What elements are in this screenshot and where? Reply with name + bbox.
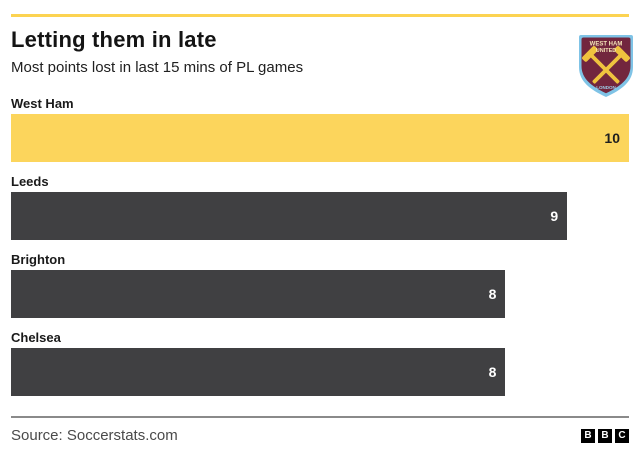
bbc-block-letter: C xyxy=(615,428,629,443)
top-accent-line xyxy=(11,14,629,17)
bar: 8 xyxy=(11,270,506,318)
chart-title: Letting them in late xyxy=(11,27,217,52)
bar-row: Brighton 8 xyxy=(11,252,629,318)
bar: 10 xyxy=(11,114,629,162)
bar-row: Leeds 9 xyxy=(11,174,629,240)
bar-category-label: Leeds xyxy=(11,174,49,189)
footer-divider xyxy=(11,416,629,418)
source-text: Source: Soccerstats.com xyxy=(11,427,178,444)
bar-category-label: Brighton xyxy=(11,252,66,267)
bar: 8 xyxy=(11,348,506,396)
crest-text-united: UNITED xyxy=(596,48,617,54)
bar-value-label: 10 xyxy=(604,130,620,146)
chart-card: Letting them in late Most points lost in… xyxy=(0,14,640,462)
bar-row: Chelsea 8 xyxy=(11,330,629,396)
bar-category-label: West Ham xyxy=(11,96,74,111)
bar-value-label: 8 xyxy=(488,286,497,302)
bar-value-label: 8 xyxy=(488,364,497,380)
crest-text-london: LONDON xyxy=(596,85,616,90)
bar: 9 xyxy=(11,192,568,240)
chart-subtitle: Most points lost in last 15 mins of PL g… xyxy=(11,59,304,76)
bbc-block-letter: B xyxy=(581,428,595,443)
bar-row: West Ham 10 xyxy=(11,96,629,162)
crest-text-westham: WEST HAM xyxy=(590,42,623,48)
crossed-hammers-icon xyxy=(582,46,630,84)
bar-category-label: Chelsea xyxy=(11,330,61,345)
bar-value-label: 9 xyxy=(550,208,559,224)
bbc-block-letter: B xyxy=(598,428,612,443)
bar-chart: West Ham 10 Leeds 9 Brighton 8 Chelsea 8 xyxy=(11,96,629,396)
west-ham-crest-icon: WEST HAM UNITED LONDON xyxy=(579,35,633,97)
